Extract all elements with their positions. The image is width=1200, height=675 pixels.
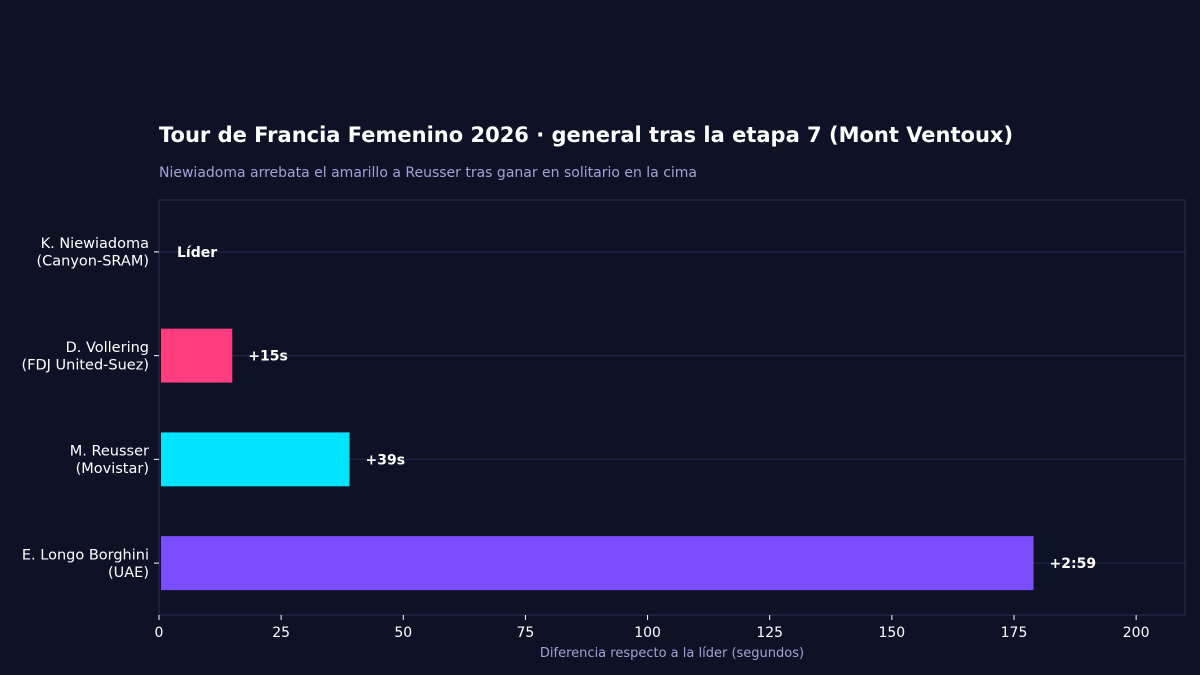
x-tick-label: 100 [634, 625, 661, 641]
data-label: +39s [366, 452, 406, 468]
data-label: +2:59 [1050, 556, 1097, 572]
data-label: Líder [177, 245, 217, 261]
x-tick-label: 200 [1123, 625, 1150, 641]
category-label: E. Longo Borghini [22, 547, 149, 563]
category-label: M. Reusser [70, 444, 149, 460]
category-label: D. Vollering [66, 340, 149, 356]
x-tick-label: 175 [1001, 625, 1028, 641]
data-label: +15s [248, 349, 288, 365]
x-tick-label: 75 [517, 625, 535, 641]
category-label: (UAE) [108, 565, 149, 581]
bar [161, 328, 233, 383]
x-axis-title: Diferencia respecto a la líder (segundos… [540, 646, 804, 661]
x-tick-label: 125 [756, 625, 783, 641]
x-axis-ticks: 0 25 50 75 100 125 150 175 200 [155, 615, 1150, 641]
bars-layer: Líder +15s +39s +2:59 [161, 245, 1097, 591]
category-label: (Movistar) [76, 461, 149, 477]
category-label: K. Niewiadoma [41, 236, 149, 252]
grid-layer [159, 251, 1185, 564]
x-tick-label: 25 [272, 625, 290, 641]
plot-frame [158, 199, 1186, 616]
bar [161, 432, 350, 487]
category-label: (Canyon-SRAM) [36, 254, 149, 270]
chart-subtitle: Niewiadoma arrebata el amarillo a Reusse… [159, 165, 697, 181]
category-labels: K. Niewiadoma (Canyon-SRAM) D. Vollering(F… [21, 236, 159, 581]
chart-title: Tour de Francia Femenino 2026 · general … [159, 123, 1013, 147]
x-tick-label: 150 [878, 625, 905, 641]
x-tick-label: 0 [155, 625, 164, 641]
x-tick-label: 50 [394, 625, 412, 641]
category-label: (FDJ United-Suez) [21, 357, 149, 373]
bar [161, 536, 1034, 591]
